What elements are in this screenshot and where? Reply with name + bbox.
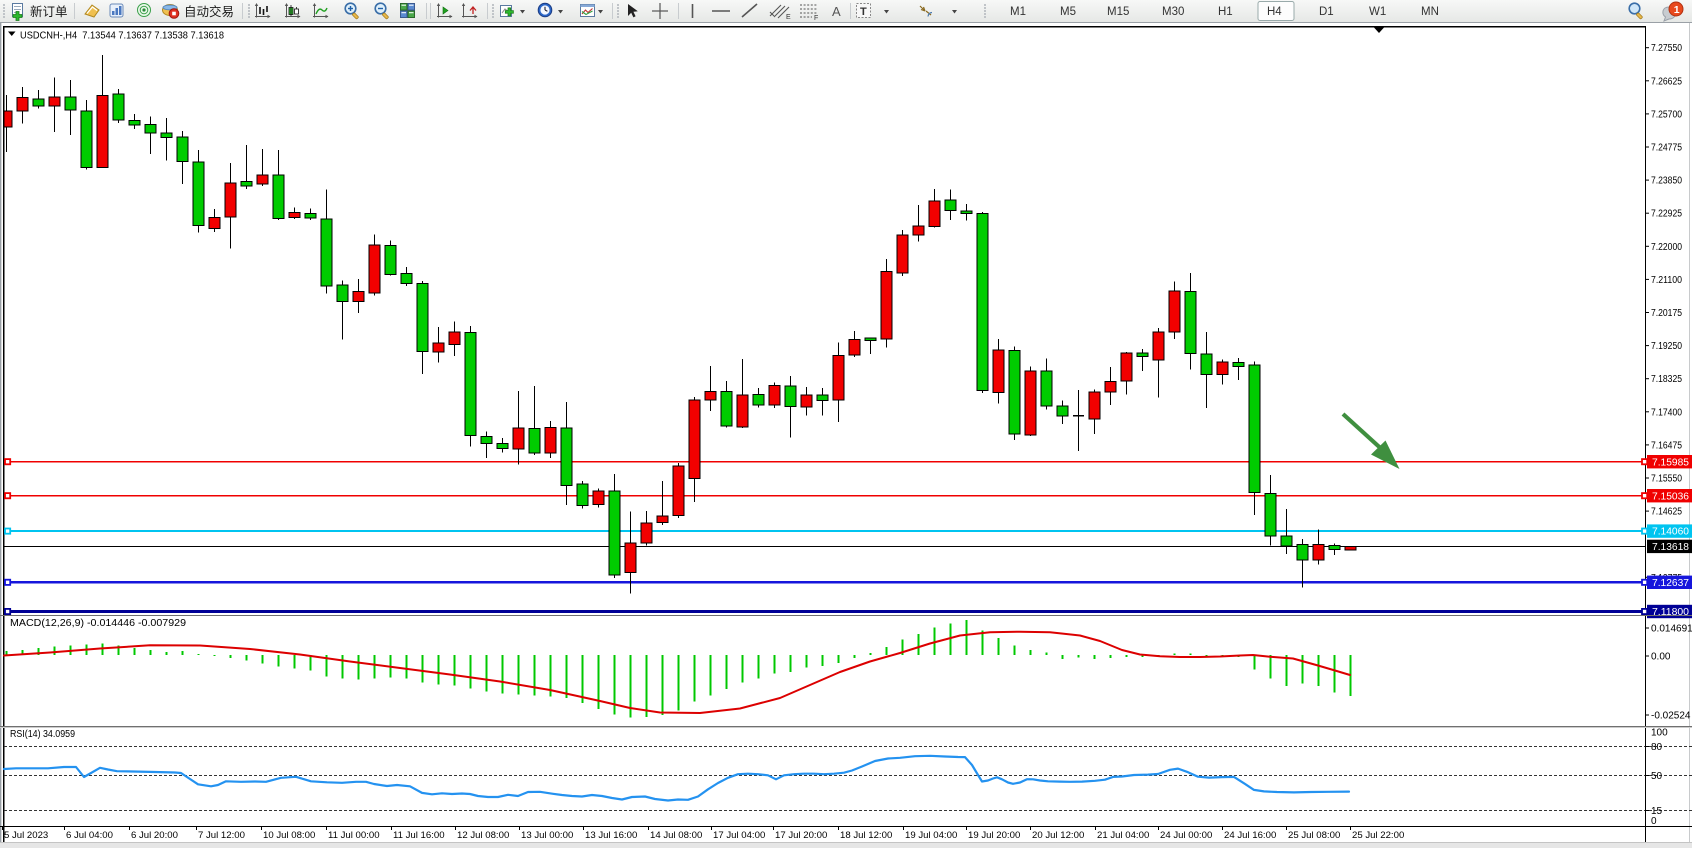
svg-text:D1: D1 [1319,6,1334,18]
svg-text:MN: MN [1421,6,1439,18]
svg-text:20 Jul 12:00: 20 Jul 12:00 [1032,830,1084,841]
svg-text:M1: M1 [1010,6,1026,18]
svg-text:19 Jul 20:00: 19 Jul 20:00 [968,830,1020,841]
svg-text:7.14625: 7.14625 [1651,507,1682,518]
svg-text:19 Jul 04:00: 19 Jul 04:00 [905,830,957,841]
svg-text:18 Jul 12:00: 18 Jul 12:00 [840,830,892,841]
svg-text:0.00: 0.00 [1651,652,1671,663]
svg-text:7.19250: 7.19250 [1651,341,1682,352]
svg-text:E: E [786,14,791,21]
svg-text:H4: H4 [1267,6,1282,18]
svg-text:新订单: 新订单 [30,4,68,19]
svg-text:7.15036: 7.15036 [1652,491,1689,502]
svg-text:M5: M5 [1060,6,1076,18]
svg-text:21 Jul 04:00: 21 Jul 04:00 [1097,830,1149,841]
svg-text:24 Jul 16:00: 24 Jul 16:00 [1224,830,1276,841]
svg-text:7.24775: 7.24775 [1651,143,1682,154]
svg-text:自动交易: 自动交易 [184,4,234,19]
svg-text:7.12637: 7.12637 [1652,578,1689,589]
svg-text:100: 100 [1651,728,1668,739]
svg-text:7.25700: 7.25700 [1651,109,1682,120]
svg-text:13 Jul 00:00: 13 Jul 00:00 [521,830,573,841]
svg-text:7.22000: 7.22000 [1651,242,1682,253]
svg-text:25 Jul 08:00: 25 Jul 08:00 [1288,830,1340,841]
svg-text:7.17400: 7.17400 [1651,407,1682,418]
svg-text:7.27550: 7.27550 [1651,43,1682,54]
svg-text:24 Jul 00:00: 24 Jul 00:00 [1160,830,1212,841]
svg-text:7.21100: 7.21100 [1651,275,1682,286]
svg-text:11 Jul 16:00: 11 Jul 16:00 [393,830,445,841]
svg-text:H1: H1 [1218,6,1233,18]
svg-text:0: 0 [1651,816,1657,827]
svg-text:13 Jul 16:00: 13 Jul 16:00 [585,830,637,841]
svg-text:7 Jul 12:00: 7 Jul 12:00 [198,830,245,841]
svg-text:7.22925: 7.22925 [1651,209,1682,220]
svg-text:6 Jul 20:00: 6 Jul 20:00 [131,830,178,841]
svg-text:7.26625: 7.26625 [1651,76,1682,87]
svg-text:MACD(12,26,9) -0.014446 -0.007: MACD(12,26,9) -0.014446 -0.007929 [10,618,186,629]
svg-text:A: A [832,4,841,19]
svg-text:F: F [814,15,818,22]
svg-text:T: T [860,6,867,18]
svg-text:14 Jul 08:00: 14 Jul 08:00 [650,830,702,841]
svg-text:1: 1 [1674,4,1680,16]
svg-text:W1: W1 [1369,6,1386,18]
svg-text:50: 50 [1651,771,1663,782]
svg-text:5 Jul 2023: 5 Jul 2023 [4,830,48,841]
svg-text:6 Jul 04:00: 6 Jul 04:00 [66,830,113,841]
svg-text:0.014691: 0.014691 [1651,624,1692,635]
svg-text:11 Jul 00:00: 11 Jul 00:00 [328,830,380,841]
svg-text:7.13618: 7.13618 [1652,542,1689,553]
svg-text:7.16475: 7.16475 [1651,440,1682,451]
svg-text:7.20175: 7.20175 [1651,308,1682,319]
svg-text:USDCNH-,H4 7.13544 7.13637 7.: USDCNH-,H4 7.13544 7.13637 7.13538 7.136… [20,30,224,42]
svg-text:80: 80 [1651,742,1663,753]
svg-text:17 Jul 20:00: 17 Jul 20:00 [775,830,827,841]
svg-text:25 Jul 22:00: 25 Jul 22:00 [1352,830,1404,841]
svg-text:7.18325: 7.18325 [1651,374,1682,385]
svg-text:7.23850: 7.23850 [1651,176,1682,187]
svg-text:7.14060: 7.14060 [1652,527,1689,538]
svg-text:7.11800: 7.11800 [1652,607,1689,618]
svg-text:7.15985: 7.15985 [1652,457,1689,468]
svg-text:7.15550: 7.15550 [1651,474,1682,485]
svg-text:RSI(14) 34.0959: RSI(14) 34.0959 [10,729,75,740]
svg-text:17 Jul 04:00: 17 Jul 04:00 [713,830,765,841]
svg-text:M30: M30 [1162,6,1184,18]
svg-text:M15: M15 [1107,6,1129,18]
svg-text:12 Jul 08:00: 12 Jul 08:00 [457,830,509,841]
svg-text:10 Jul 08:00: 10 Jul 08:00 [263,830,315,841]
svg-text:15: 15 [1651,806,1663,817]
svg-text:-0.02524: -0.02524 [1651,711,1691,722]
